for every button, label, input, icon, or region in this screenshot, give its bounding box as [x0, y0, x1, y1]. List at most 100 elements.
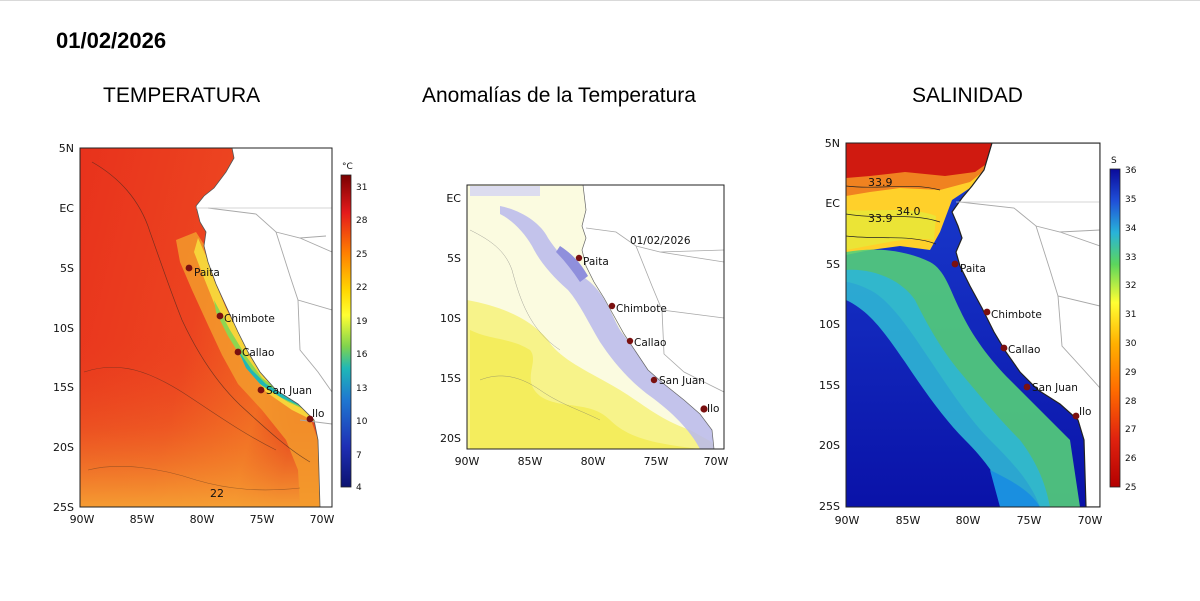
- city-label: Paita: [194, 267, 220, 279]
- temperature-map-frame: [79, 147, 333, 508]
- temperature-colorbar-tick: 31: [356, 183, 367, 193]
- temperature-lat-label: 25S: [53, 501, 74, 514]
- salinity-map-frame: [845, 142, 1101, 508]
- salinity-map: 33.9 34.0 33.9 5N EC 5S 10S 15S 20S 25S …: [819, 137, 1137, 527]
- salinity-colorbar-gradient: [1109, 168, 1121, 488]
- salinity-lon-label: 70W: [1078, 514, 1103, 527]
- city-marker: [306, 415, 314, 423]
- salinity-lat-label: EC: [825, 197, 840, 210]
- temperature-panel-title: TEMPERATURA: [103, 84, 261, 107]
- city-label: Ilo: [707, 403, 719, 415]
- salinity-lon-label: 90W: [835, 514, 860, 527]
- city-label: Callao: [242, 347, 274, 359]
- salinity-colorbar: S 36 35 34 33 32 31 30 29 28 27 26 25: [1109, 156, 1137, 493]
- temperature-colorbar-tick: 10: [356, 417, 368, 427]
- city-label: Paita: [960, 263, 986, 275]
- salinity-land: [951, 143, 1100, 507]
- city-label: Callao: [634, 337, 666, 349]
- anomaly-warm-south-core: [470, 330, 700, 449]
- temperature-lat-axis: 5N EC 5S 10S 15S 20S 25S: [53, 142, 74, 514]
- salinity-lat-label: 5S: [826, 258, 840, 271]
- anomaly-lon-label: 90W: [455, 455, 480, 468]
- salinity-colorbar-tick: 30: [1125, 339, 1137, 349]
- city-marker: [608, 302, 616, 310]
- salinity-cities: Paita Chimbote Callao San Juan Ilo: [951, 260, 1091, 420]
- city-label: San Juan: [266, 385, 312, 397]
- temperature-colorbar-tick: 13: [356, 384, 367, 394]
- temperature-lat-label: 20S: [53, 441, 74, 454]
- temperature-colorbar-unit: °C: [342, 162, 353, 172]
- temperature-lon-label: 70W: [310, 513, 335, 526]
- temperature-lon-label: 80W: [190, 513, 215, 526]
- temperature-map: 22 5N EC 5S 10S 15S 20S 25S 90W 85W 80W …: [53, 142, 368, 526]
- salinity-lon-label: 85W: [896, 514, 921, 527]
- temperature-lon-label: 75W: [250, 513, 275, 526]
- anomaly-map-frame: [466, 184, 725, 450]
- salinity-colorbar-tick: 35: [1125, 195, 1136, 205]
- city-label: Callao: [1008, 344, 1040, 356]
- salinity-lon-label: 75W: [1017, 514, 1042, 527]
- anomaly-lon-label: 75W: [644, 455, 669, 468]
- salinity-contours: [846, 185, 941, 245]
- anomaly-panel-title: Anomalías de la Temperatura: [422, 84, 696, 107]
- temperature-contour-label: 22: [210, 487, 224, 500]
- salinity-colorbar-unit: S: [1111, 156, 1117, 166]
- city-marker: [951, 260, 959, 268]
- salinity-colorbar-tick: 29: [1125, 368, 1137, 378]
- salinity-lon-axis: 90W 85W 80W 75W 70W: [835, 514, 1103, 527]
- city-label: Paita: [583, 256, 609, 268]
- temperature-colorbar-tick: 19: [356, 317, 368, 327]
- temperature-colorbar-tick: 28: [356, 216, 368, 226]
- city-marker: [1072, 412, 1080, 420]
- salinity-lon-label: 80W: [956, 514, 981, 527]
- salinity-colorbar-tick: 28: [1125, 397, 1137, 407]
- salinity-colorbar-tick: 32: [1125, 281, 1136, 291]
- temperature-colorbar: °C 31 28 25 22 19 16 13 10 7 4: [340, 162, 368, 493]
- anomaly-lat-label: 5S: [447, 252, 461, 265]
- city-label: Ilo: [312, 408, 324, 420]
- temperature-colorbar-tick: 25: [356, 250, 367, 260]
- temperature-lat-label: 5N: [59, 142, 74, 155]
- salinity-lat-label: 25S: [819, 500, 840, 513]
- salinity-lat-label: 15S: [819, 379, 840, 392]
- city-marker: [257, 386, 265, 394]
- salinity-contour-label: 33.9: [868, 176, 893, 189]
- anomaly-lon-label: 70W: [704, 455, 729, 468]
- city-label: Chimbote: [991, 309, 1042, 321]
- city-label: San Juan: [659, 375, 705, 387]
- salinity-colorbar-tick: 31: [1125, 310, 1136, 320]
- city-label: Chimbote: [224, 313, 275, 325]
- salinity-north-light-yellow: [846, 210, 936, 250]
- salinity-colorbar-tick: 34: [1125, 224, 1137, 234]
- temperature-colorbar-tick: 7: [356, 451, 362, 461]
- temperature-lon-axis: 90W 85W 80W 75W 70W: [70, 513, 335, 526]
- temperature-borders: [207, 207, 332, 425]
- page-date-title: 01/02/2026: [56, 28, 167, 53]
- temperature-colorbar-tick: 4: [356, 483, 362, 493]
- city-marker: [1023, 383, 1031, 391]
- anomaly-lat-label: EC: [446, 192, 461, 205]
- salinity-contour-label: 34.0: [896, 205, 921, 218]
- salinity-colorbar-tick: 36: [1125, 166, 1137, 176]
- temperature-cities: Paita Chimbote Callao San Juan Ilo: [185, 264, 324, 423]
- salinity-colorbar-tick: 33: [1125, 253, 1136, 263]
- anomaly-lat-label: 10S: [440, 312, 461, 325]
- city-marker: [700, 405, 708, 413]
- city-marker: [234, 348, 242, 356]
- city-marker: [575, 254, 583, 262]
- salinity-borders: [959, 201, 1100, 389]
- temperature-lat-label: 5S: [60, 262, 74, 275]
- city-label: Chimbote: [616, 303, 667, 315]
- salinity-contour-label: 33.9: [868, 212, 893, 225]
- temperature-lon-label: 85W: [130, 513, 155, 526]
- salinity-blue-swirl: [990, 470, 1040, 507]
- salinity-north-red: [846, 143, 1000, 178]
- temperature-colorbar-tick: 22: [356, 283, 367, 293]
- anomaly-inner-date: 01/02/2026: [630, 235, 691, 247]
- temperature-contour-3: [87, 466, 301, 491]
- salinity-lat-label: 20S: [819, 439, 840, 452]
- city-marker: [983, 308, 991, 316]
- temperature-lat-label: 15S: [53, 381, 74, 394]
- anomaly-cities: Paita Chimbote Callao San Juan Ilo: [575, 254, 719, 415]
